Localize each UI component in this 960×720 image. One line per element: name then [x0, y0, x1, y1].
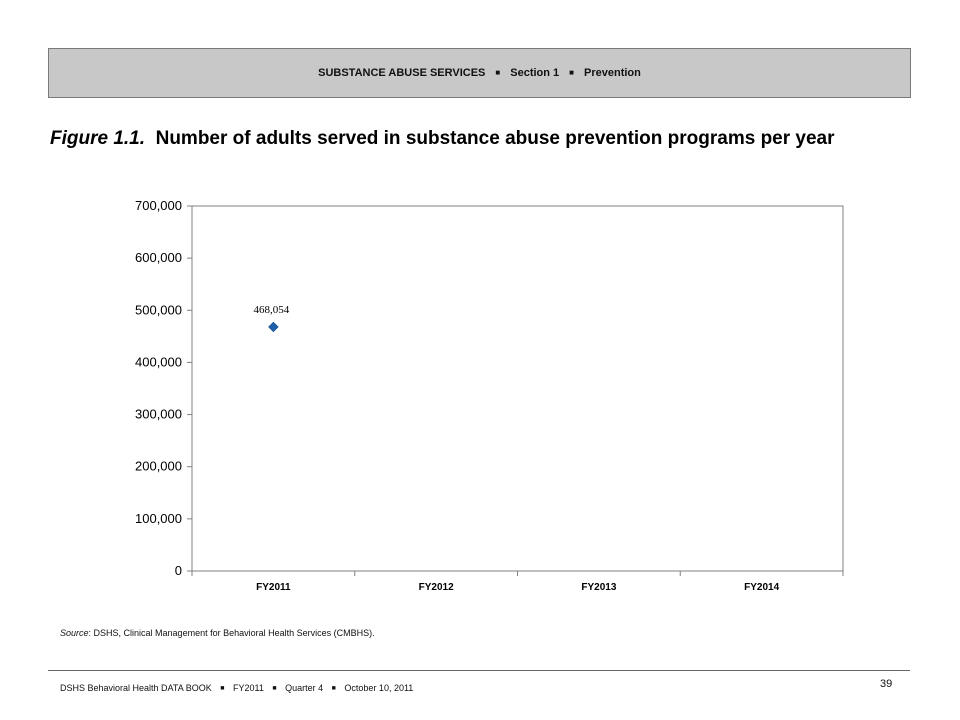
footer-divider	[48, 670, 910, 671]
footer-date: October 10, 2011	[344, 683, 414, 693]
section-banner: SUBSTANCE ABUSE SERVICES ■ Section 1 ■ P…	[48, 48, 911, 98]
footer-book: DSHS Behavioral Health DATA BOOK	[60, 683, 212, 693]
source-label: Source	[60, 628, 89, 638]
x-tick-label: FY2012	[419, 582, 454, 593]
figure-title: Figure 1.1. Number of adults served in s…	[50, 126, 870, 152]
y-tick-label: 600,000	[135, 250, 182, 265]
x-tick-label: FY2014	[744, 582, 779, 593]
footer-separator-2: ■	[272, 685, 277, 692]
y-tick-label: 400,000	[135, 354, 182, 369]
footer-fiscal-year: FY2011	[233, 683, 264, 693]
y-tick-label: 200,000	[135, 459, 182, 474]
y-tick-label: 300,000	[135, 407, 182, 422]
figure-label: Figure 1.1.	[50, 128, 146, 149]
chart: 0 100,000 200,000 300,000 400,000 500,000 600,…	[135, 198, 844, 593]
y-tick-label: 500,000	[135, 302, 182, 317]
footer-separator-1: ■	[220, 685, 225, 692]
footer: DSHS Behavioral Health DATA BOOK ■ FY201…	[60, 683, 413, 693]
y-tick-label: 700,000	[135, 198, 182, 213]
plot-area	[191, 205, 844, 572]
x-tick-label: FY2011	[256, 582, 291, 593]
banner-section: Section 1	[510, 67, 560, 79]
data-label: 468,054	[254, 304, 290, 316]
y-tick-label: 100,000	[135, 511, 182, 526]
source-note: Source: DSHS, Clinical Management for Be…	[60, 628, 375, 638]
banner-program: SUBSTANCE ABUSE SERVICES	[318, 67, 486, 79]
data-point	[268, 321, 279, 333]
y-tick-label: 0	[175, 563, 182, 578]
banner-separator-1: ■	[495, 67, 501, 77]
source-text: : DSHS, Clinical Management for Behavior…	[88, 628, 375, 638]
banner-separator-2: ■	[569, 67, 574, 77]
figure-title-text: Number of adults served in substance abu…	[155, 128, 835, 149]
x-tick-label: FY2013	[581, 582, 616, 593]
footer-quarter: Quarter 4	[285, 683, 324, 693]
footer-separator-3: ■	[331, 685, 336, 692]
page-number: 39	[880, 678, 893, 690]
banner-topic: Prevention	[584, 67, 641, 79]
